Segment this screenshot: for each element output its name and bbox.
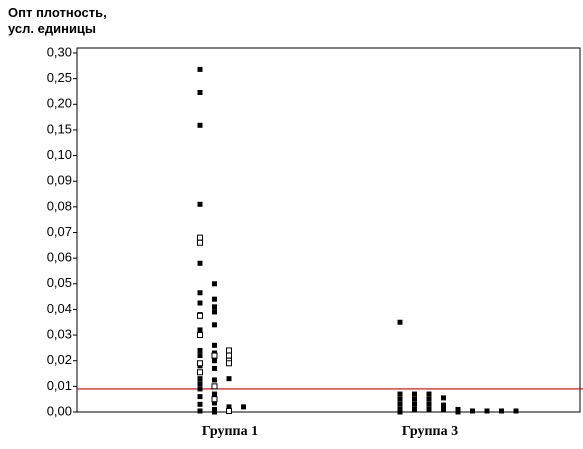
filled-marker (212, 409, 217, 415)
open-marker (197, 239, 203, 246)
filled-marker (426, 391, 432, 397)
y-tick-label: 0,30 (47, 44, 72, 59)
filled-marker (484, 408, 490, 414)
filled-marker (441, 395, 446, 401)
filled-marker (212, 296, 217, 302)
filled-marker (212, 358, 217, 364)
open-marker (211, 352, 218, 359)
filled-marker (397, 401, 403, 407)
open-marker (197, 234, 203, 241)
y-tick-label: 0,10 (47, 147, 72, 162)
filled-marker (212, 322, 217, 328)
filled-marker (397, 391, 403, 397)
filled-marker (426, 396, 432, 402)
filled-marker (197, 290, 203, 296)
y-tick-label: 0,01 (47, 378, 72, 393)
filled-marker (226, 404, 232, 410)
open-marker (226, 347, 232, 354)
y-tick-label: 0,20 (47, 96, 72, 111)
filled-marker (212, 365, 217, 371)
filled-marker (197, 66, 203, 72)
filled-marker (212, 377, 217, 383)
filled-marker (197, 401, 203, 407)
y-tick-label: 0,05 (47, 275, 72, 290)
y-tick-label: 0,04 (47, 301, 72, 316)
filled-marker (412, 401, 417, 407)
filled-marker (197, 89, 203, 95)
filled-marker (412, 396, 417, 402)
filled-marker (513, 408, 519, 414)
filled-marker (212, 406, 217, 412)
filled-marker (212, 281, 217, 287)
filled-marker (499, 408, 504, 414)
filled-marker (412, 406, 417, 412)
y-axis-title: усл. единицы (8, 21, 96, 36)
open-marker (197, 369, 203, 376)
y-tick-label: 0,08 (47, 198, 72, 213)
filled-marker (441, 402, 446, 408)
y-tick-label: 0,25 (47, 70, 72, 85)
y-tick-label: 0,06 (47, 250, 72, 265)
filled-marker (455, 409, 461, 415)
filled-marker (212, 391, 217, 397)
filled-marker (212, 400, 217, 406)
filled-marker (197, 408, 203, 414)
filled-marker (397, 409, 403, 415)
filled-marker (212, 304, 217, 310)
filled-marker (197, 386, 203, 392)
filled-marker (197, 353, 203, 359)
filled-marker (197, 260, 203, 266)
filled-marker (197, 347, 203, 353)
filled-marker (212, 309, 217, 315)
filled-marker (212, 342, 217, 348)
filled-marker (226, 376, 232, 382)
filled-marker (197, 394, 203, 400)
filled-marker (426, 406, 432, 412)
open-marker (226, 407, 232, 414)
filled-marker (197, 122, 203, 128)
open-marker (197, 312, 203, 319)
y-tick-label: 0,00 (47, 403, 72, 418)
y-tick-label: 0,07 (47, 224, 72, 239)
y-tick-label: 0,03 (47, 327, 72, 342)
open-marker (197, 332, 203, 339)
filled-marker (455, 406, 461, 412)
filled-marker (197, 376, 203, 382)
y-tick-label: 0,15 (47, 121, 72, 136)
filled-marker (470, 408, 475, 414)
open-marker (226, 352, 232, 359)
filled-marker (197, 327, 203, 333)
filled-marker (397, 319, 403, 325)
filled-marker (426, 401, 432, 407)
x-tick-label: Группа 1 (202, 424, 258, 439)
y-tick-label: 0,09 (47, 173, 72, 188)
y-tick-label: 0,02 (47, 352, 72, 367)
filled-marker (397, 396, 403, 402)
open-marker (197, 360, 203, 367)
y-axis-title: Опт плотность, (8, 5, 107, 20)
open-marker (211, 383, 218, 390)
filled-marker (197, 381, 203, 387)
filled-marker (441, 407, 446, 413)
plot-frame (76, 47, 581, 413)
filled-marker (412, 391, 417, 397)
filled-marker (241, 404, 246, 410)
filled-marker (197, 201, 203, 207)
filled-marker (397, 406, 403, 412)
open-marker (226, 360, 232, 367)
open-marker (211, 396, 218, 403)
x-tick-label: Группа 3 (402, 424, 458, 439)
filled-marker (197, 300, 203, 306)
